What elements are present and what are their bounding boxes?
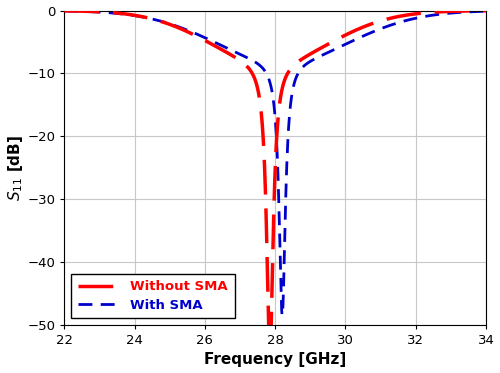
Without SMA — [138, 14, 144, 19]
With SMA — [336, 45, 342, 50]
Without SMA — [62, 9, 68, 13]
With SMA — [483, 9, 489, 13]
Line: With SMA: With SMA — [64, 11, 486, 316]
Line: Without SMA: Without SMA — [64, 11, 486, 325]
With SMA — [138, 15, 144, 19]
Y-axis label: $S_{11}$ [dB]: $S_{11}$ [dB] — [6, 135, 25, 201]
Legend: Without SMA, With SMA: Without SMA, With SMA — [71, 274, 234, 318]
Without SMA — [266, 323, 272, 327]
Without SMA — [314, 48, 320, 52]
With SMA — [376, 27, 382, 32]
With SMA — [279, 313, 285, 318]
With SMA — [222, 45, 228, 50]
Without SMA — [222, 50, 228, 54]
Without SMA — [483, 9, 489, 13]
X-axis label: Frequency [GHz]: Frequency [GHz] — [204, 352, 346, 367]
With SMA — [408, 17, 414, 22]
Without SMA — [336, 36, 342, 41]
With SMA — [314, 55, 320, 60]
With SMA — [62, 9, 68, 13]
Without SMA — [408, 12, 414, 17]
Without SMA — [376, 19, 382, 23]
